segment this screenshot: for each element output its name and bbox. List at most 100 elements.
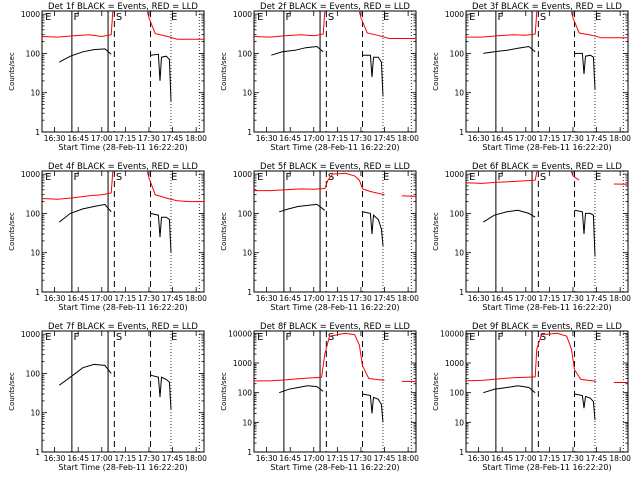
x-tick-label: 17:00 bbox=[91, 294, 113, 303]
region-letter: F bbox=[497, 332, 503, 343]
x-tick-label: 18:00 bbox=[185, 134, 207, 143]
panel-title: Det 9f BLACK = Events, RED = LLD bbox=[472, 322, 622, 332]
lld-series-line bbox=[570, 171, 580, 181]
x-tick-label: 18:00 bbox=[609, 134, 631, 143]
x-tick-label: 16:45 bbox=[67, 454, 89, 463]
x-axis-label: Start Time (28-Feb-11 16:22:20) bbox=[270, 303, 399, 312]
events-series-line bbox=[362, 54, 384, 97]
x-tick-label: 17:30 bbox=[562, 454, 584, 463]
x-tick-label: 18:00 bbox=[397, 454, 419, 463]
panel-det-9f: Det 9f BLACK = Events, RED = LLD 1 10 100 10… bbox=[432, 322, 631, 472]
x-tick-label: 17:45 bbox=[162, 134, 184, 143]
y-axis-label: Counts/sec bbox=[220, 212, 228, 251]
lld-series-line bbox=[466, 11, 538, 38]
x-tick-label: 17:45 bbox=[162, 294, 184, 303]
y-tick-label: 100 bbox=[450, 209, 465, 218]
events-series-line bbox=[150, 374, 172, 410]
lld-series-line bbox=[401, 195, 417, 197]
lld-series-line bbox=[358, 11, 416, 39]
x-tick-label: 17:00 bbox=[303, 454, 325, 463]
y-tick-label: 10000 bbox=[228, 329, 252, 338]
y-tick-label: 1000 bbox=[233, 10, 252, 19]
events-series-line bbox=[59, 363, 112, 386]
y-tick-label: 100 bbox=[26, 369, 41, 378]
plot-frame bbox=[41, 10, 205, 133]
panel-title: Det 4f BLACK = Events, RED = LLD bbox=[48, 162, 198, 172]
events-series-line bbox=[574, 393, 596, 421]
panel-det-4f: Det 4f BLACK = Events, RED = LLD 1 10 100 10… bbox=[8, 162, 207, 312]
y-axis-label: Counts/sec bbox=[8, 212, 16, 251]
region-letter: E bbox=[383, 332, 389, 343]
x-tick-label: 17:15 bbox=[539, 294, 561, 303]
region-letter: E bbox=[469, 12, 475, 23]
y-tick-label: 1 bbox=[35, 128, 40, 137]
x-tick-label: 17:00 bbox=[303, 134, 325, 143]
y-tick-label: 10 bbox=[30, 409, 40, 418]
plot-frame bbox=[253, 10, 417, 133]
x-tick-label: 18:00 bbox=[397, 294, 419, 303]
events-series-line bbox=[271, 45, 324, 56]
region-letter: S bbox=[540, 12, 546, 23]
y-tick-label: 1000 bbox=[445, 10, 464, 19]
x-tick-label: 16:45 bbox=[279, 294, 301, 303]
y-tick-label: 1000 bbox=[233, 359, 252, 368]
lld-series-line bbox=[146, 11, 204, 40]
events-series-line bbox=[574, 209, 596, 257]
x-tick-label: 16:30 bbox=[44, 294, 66, 303]
x-tick-label: 16:45 bbox=[279, 454, 301, 463]
events-series-line bbox=[574, 52, 596, 90]
region-letter: F bbox=[497, 12, 503, 23]
panel-det-8f: Det 8f BLACK = Events, RED = LLD 1 10 100 10… bbox=[220, 322, 419, 472]
region-letter: F bbox=[73, 172, 79, 183]
region-letter: S bbox=[328, 12, 334, 23]
y-axis-label: Counts/sec bbox=[432, 372, 440, 411]
x-tick-label: 16:30 bbox=[256, 134, 278, 143]
x-tick-label: 17:00 bbox=[91, 454, 113, 463]
plot-frame bbox=[465, 10, 629, 133]
y-tick-label: 10 bbox=[242, 418, 252, 427]
y-tick-label: 1 bbox=[35, 288, 40, 297]
x-tick-label: 17:30 bbox=[562, 134, 584, 143]
y-tick-label: 1 bbox=[247, 128, 252, 137]
x-tick-label: 18:00 bbox=[185, 454, 207, 463]
plot-frame bbox=[465, 170, 629, 293]
x-tick-label: 16:30 bbox=[44, 454, 66, 463]
y-tick-label: 100 bbox=[450, 389, 465, 398]
panel-det-1f: Det 1f BLACK = Events, RED = LLD 1 10 100 10… bbox=[8, 2, 207, 152]
y-tick-label: 1 bbox=[459, 448, 464, 457]
x-axis-label: Start Time (28-Feb-11 16:22:20) bbox=[270, 143, 399, 152]
x-tick-label: 17:15 bbox=[115, 134, 137, 143]
panel-det-3f: Det 3f BLACK = Events, RED = LLD 1 10 100 10… bbox=[432, 2, 631, 152]
panel-det-7f: Det 7f BLACK = Events, RED = LLD 1 10 100 10… bbox=[8, 322, 207, 472]
region-letter: E bbox=[383, 12, 389, 23]
x-tick-label: 17:30 bbox=[138, 294, 160, 303]
region-letter: F bbox=[285, 12, 291, 23]
events-series-line bbox=[150, 212, 172, 253]
region-letter: F bbox=[73, 332, 79, 343]
y-tick-label: 1000 bbox=[21, 10, 40, 19]
y-tick-label: 1 bbox=[247, 288, 252, 297]
region-letter: E bbox=[171, 12, 177, 23]
region-letter: E bbox=[469, 172, 475, 183]
lld-series-line bbox=[254, 332, 385, 382]
lld-series-line bbox=[253, 11, 326, 38]
region-letter: E bbox=[469, 332, 475, 343]
y-tick-label: 10 bbox=[242, 249, 252, 258]
region-letter: E bbox=[595, 332, 601, 343]
x-tick-label: 17:00 bbox=[515, 134, 537, 143]
y-tick-label: 100 bbox=[238, 49, 253, 58]
events-series-line bbox=[483, 209, 536, 223]
region-letter: E bbox=[171, 332, 177, 343]
y-tick-label: 1000 bbox=[445, 170, 464, 179]
x-tick-label: 17:15 bbox=[115, 294, 137, 303]
y-tick-label: 100 bbox=[450, 49, 465, 58]
x-tick-label: 16:30 bbox=[468, 294, 490, 303]
x-axis-label: Start Time (28-Feb-11 16:22:20) bbox=[58, 463, 187, 472]
x-tick-label: 17:45 bbox=[374, 134, 396, 143]
lld-series-line bbox=[146, 171, 204, 203]
region-letter: E bbox=[45, 332, 51, 343]
events-series-line bbox=[150, 53, 172, 102]
lld-series-line bbox=[570, 11, 628, 39]
